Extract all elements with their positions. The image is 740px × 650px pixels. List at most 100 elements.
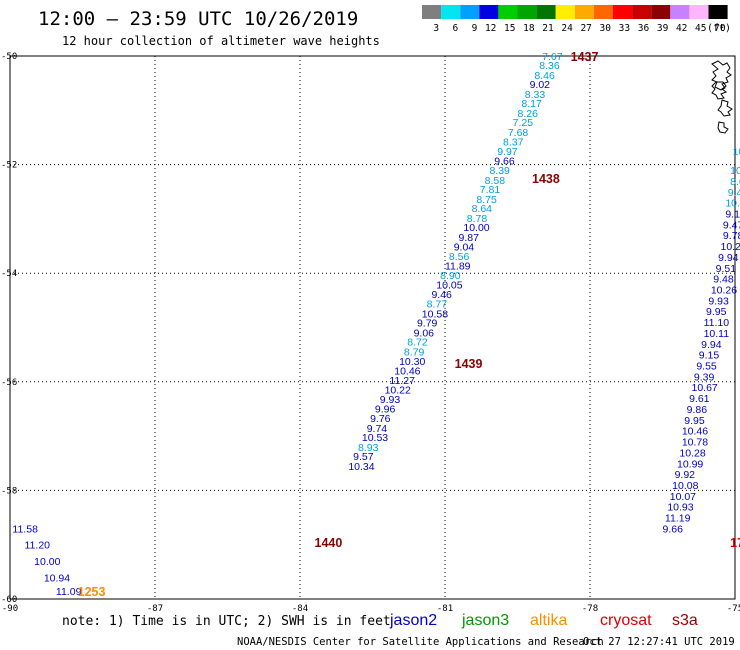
plot-area xyxy=(9,55,736,600)
wave-height-jason3: 9.55 xyxy=(696,361,717,373)
wave-height-jason2: 8.75 xyxy=(476,194,497,206)
satellite-jason2: jason2 xyxy=(389,612,437,629)
legend-value: 27 xyxy=(580,23,591,34)
wave-height-jason2: 9.06 xyxy=(414,327,435,339)
wave-height-jason2: 8.39 xyxy=(489,165,510,177)
legend-value: 18 xyxy=(523,23,535,34)
wave-height-jason3: 9.48 xyxy=(713,274,734,286)
y-tick-label: -54 xyxy=(1,269,17,279)
satellite-cryosat: cryosat xyxy=(600,612,652,629)
wave-height-jason2: 10.53 xyxy=(362,432,388,444)
legend-value: 15 xyxy=(504,23,515,34)
wave-height-jason3: 9.51 xyxy=(716,263,737,275)
wave-height-altika: 11.20 xyxy=(25,540,51,552)
wave-height-jason2: 9.46 xyxy=(431,289,452,301)
wave-height-jason3: 10.28 xyxy=(679,447,705,459)
y-tick-label: -60 xyxy=(1,595,17,605)
wave-height-jason3: 9.86 xyxy=(687,404,708,416)
legend-swatch xyxy=(670,5,690,19)
x-tick-label: -78 xyxy=(582,604,598,614)
wave-height-jason3: 9.95 xyxy=(684,415,705,427)
wave-height-jason3: 9.47 xyxy=(723,219,740,231)
wave-height-jason3: 11.10 xyxy=(704,317,730,329)
orbit-number-label: 1437 xyxy=(571,50,599,64)
wave-height-jason2: 8.93 xyxy=(358,442,379,454)
wave-height-jason3: 10.99 xyxy=(677,458,703,470)
orbit-number-label: 1439 xyxy=(455,357,483,371)
chart-subtitle: 12 hour collection of altimeter wave hei… xyxy=(62,34,380,48)
wave-height-jason2: 8.33 xyxy=(525,89,546,101)
wave-height-jason2: 9.57 xyxy=(353,451,374,463)
legend-swatch xyxy=(441,5,461,19)
axis-ticks: -90 -87 -84 -81 -78 -75 -50 -52 -54 -56 -58 -60 xyxy=(1,52,740,614)
legend-swatch xyxy=(689,5,709,19)
legend-value: 24 xyxy=(561,23,573,34)
legend-unit: (ft) xyxy=(707,23,731,34)
wave-height-jason2: 10.34 xyxy=(348,461,374,473)
legend-value: 3 xyxy=(433,23,439,34)
wave-height-jason2: 8.46 xyxy=(534,70,555,82)
wave-height-jason2: 8.58 xyxy=(485,175,506,187)
wave-height-jason2: 8.77 xyxy=(427,299,448,311)
legend-swatch xyxy=(651,5,671,19)
wave-height-jason3: 10.46 xyxy=(682,426,708,438)
wave-height-jason3: 10.78 xyxy=(682,437,708,449)
wave-height-jason2: 9.79 xyxy=(417,318,438,330)
data-points: 7.678.368.469.028.338.178.267.257.688.37… xyxy=(12,51,740,598)
wave-height-altika: 10.94 xyxy=(44,572,70,584)
footer-credit: NOAA/NESDIS Center for Satellite Applica… xyxy=(237,636,604,648)
wave-height-jason2: 7.67 xyxy=(542,51,563,63)
wave-height-jason3: 10. xyxy=(733,146,740,158)
legend-value: 39 xyxy=(657,23,669,34)
satellite-legend: jason2 jason3 altika cryosat s3a xyxy=(389,612,698,629)
legend-swatch xyxy=(574,5,594,19)
footer-timestamp: Oct 27 12:27:41 UTC 2019 xyxy=(583,636,735,648)
x-tick-label: -81 xyxy=(437,604,453,614)
wave-height-jason2: 7.68 xyxy=(508,127,529,139)
legend-value: 12 xyxy=(485,23,496,34)
orbit-number-label: 1253 xyxy=(78,585,106,599)
wave-height-jason3: 9.94 xyxy=(718,252,739,264)
legend-swatch xyxy=(422,5,442,19)
legend-value: 6 xyxy=(452,23,458,34)
wave-height-jason2: 8.36 xyxy=(539,60,560,72)
legend-swatch xyxy=(555,5,575,19)
wave-height-jason3: 9.94 xyxy=(701,339,722,351)
wave-height-jason2: 8.90 xyxy=(440,270,461,282)
wave-height-jason2: 8.56 xyxy=(449,251,470,263)
wave-height-jason3: 9.39 xyxy=(694,371,715,383)
orbit-number-label: 1440 xyxy=(315,536,343,550)
wave-height-jason2: 8.64 xyxy=(472,203,493,215)
wave-height-jason3: 9.14 xyxy=(725,208,740,220)
color-scale-legend: 3 6 9 12 15 18 21 24 27 30 33 36 39 42 45 70 xyxy=(422,5,728,34)
orbit-number-label: 1757 xyxy=(730,536,740,550)
wave-height-jason3: 9.66 xyxy=(663,523,684,535)
legend-value: 70 xyxy=(714,23,726,34)
legend-value: 42 xyxy=(676,23,687,34)
y-tick-label: -52 xyxy=(1,161,17,171)
legend-value: 30 xyxy=(600,23,612,34)
wave-height-jason2: 7.81 xyxy=(480,184,501,196)
x-tick-label: -84 xyxy=(292,604,308,614)
satellite-jason3: jason3 xyxy=(461,612,509,629)
wave-height-jason3: 10.08 xyxy=(672,480,698,492)
wave-height-jason3: 10.8 xyxy=(730,165,740,177)
wave-height-jason3: 9.4 xyxy=(728,187,740,199)
wave-height-jason2: 9.04 xyxy=(454,242,475,254)
satellite-s3a: s3a xyxy=(672,612,698,629)
wave-height-jason2: 9.76 xyxy=(370,413,391,425)
x-tick-label: -90 xyxy=(2,604,18,614)
wave-height-jason3: 10.67 xyxy=(692,382,718,394)
wave-height-jason2: 10.46 xyxy=(394,365,420,377)
wave-height-jason2: 11.89 xyxy=(445,261,471,273)
wave-height-jason3: 9.15 xyxy=(699,350,720,362)
chart-title: 12:00 – 23:59 UTC 10/26/2019 xyxy=(38,8,358,30)
wave-height-jason3: 9.93 xyxy=(708,295,729,307)
orbit-labels: 1437 1438 1439 1440 1253 1757 xyxy=(78,50,740,599)
wave-height-jason2: 9.66 xyxy=(494,155,515,167)
wave-height-jason2: 10.30 xyxy=(399,356,425,368)
wave-height-jason2: 11.27 xyxy=(389,375,415,387)
legend-swatch xyxy=(479,5,499,19)
wave-height-jason3: 8.6 xyxy=(730,176,740,188)
legend-swatch xyxy=(498,5,518,19)
